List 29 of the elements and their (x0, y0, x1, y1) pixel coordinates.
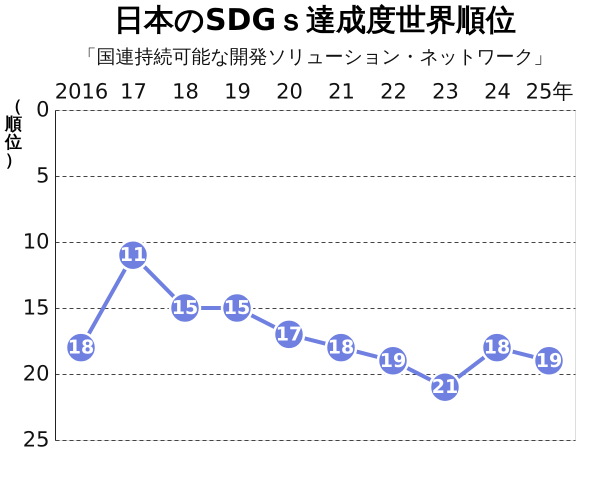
y-tick-label: 15 (22, 296, 50, 320)
chart-subtitle: 「国連持続可能な開発ソリューション・ネットワーク」 (78, 46, 552, 68)
x-tick-label: 17 (120, 80, 147, 104)
x-tick-label: 22 (380, 80, 407, 104)
data-label: 18 (328, 336, 354, 359)
data-label: 17 (276, 323, 302, 346)
x-tick-label: 24 (484, 80, 511, 104)
x-tick-label: 2016 (54, 80, 108, 104)
x-tick-label: 20 (276, 80, 303, 104)
x-tick-label: 21 (328, 80, 355, 104)
data-label: 11 (120, 244, 146, 266)
data-label: 18 (484, 336, 510, 359)
chart-title: 日本のSDGｓ達成度世界順位 (114, 3, 516, 38)
x-tick-label: 18 (172, 80, 199, 104)
data-label: 19 (380, 350, 406, 372)
x-tick-label: 23 (432, 80, 459, 104)
y-axis-title: （順位） (4, 96, 22, 170)
x-tick-label: 19 (224, 80, 251, 104)
y-tick-label: 0 (36, 98, 50, 122)
y-tick-label: 20 (22, 362, 50, 386)
data-label: 21 (432, 376, 458, 398)
data-label: 19 (536, 350, 562, 372)
data-label: 18 (68, 336, 94, 359)
y-tick-label: 10 (22, 230, 50, 254)
y-tick-label: 5 (36, 164, 50, 188)
data-label: 15 (172, 297, 198, 319)
y-tick-label: 25 (22, 428, 50, 452)
data-label: 15 (224, 297, 250, 319)
x-tick-label: 25年 (526, 80, 574, 104)
